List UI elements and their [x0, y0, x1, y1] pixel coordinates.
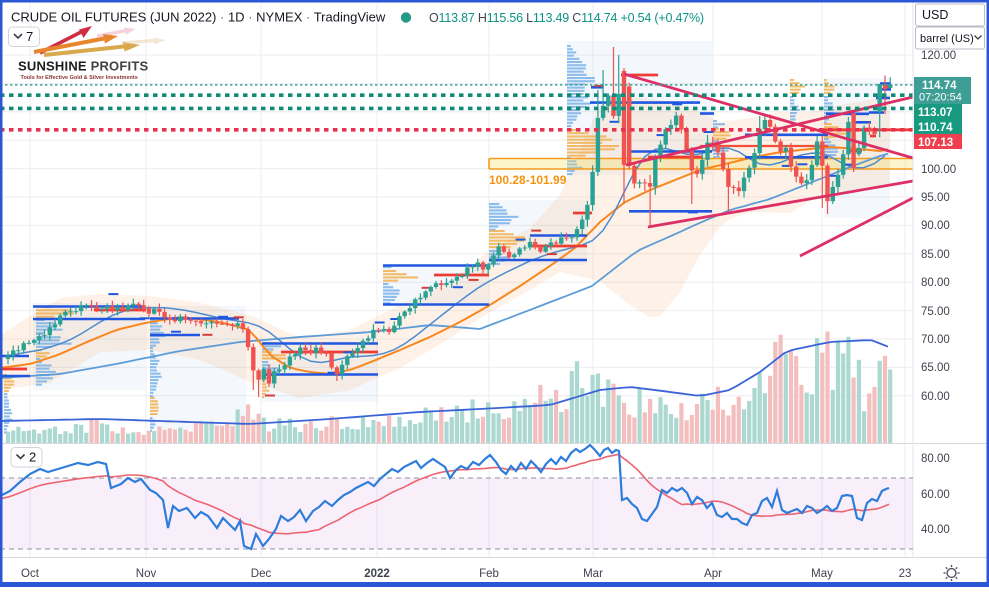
- svg-text:75.00: 75.00: [921, 306, 950, 318]
- svg-text:100.00: 100.00: [921, 164, 956, 176]
- svg-text:O113.87 H115.56 L113.49 C114.7: O113.87 H115.56 L113.49 C114.74 +0.54 (+…: [429, 11, 704, 25]
- svg-text:85.00: 85.00: [921, 249, 950, 261]
- svg-text:7: 7: [26, 29, 33, 44]
- svg-text:May: May: [811, 568, 833, 580]
- svg-text:80.00: 80.00: [921, 453, 950, 465]
- svg-text:CRUDE OIL FUTURES (JUN 2022) ·: CRUDE OIL FUTURES (JUN 2022) · 1D · NYME…: [11, 10, 386, 25]
- svg-text:Feb: Feb: [479, 568, 499, 580]
- svg-text:70.00: 70.00: [921, 334, 950, 346]
- svg-text:07:20:54: 07:20:54: [919, 92, 962, 104]
- svg-text:95.00: 95.00: [921, 192, 950, 204]
- svg-text:23: 23: [899, 568, 912, 580]
- svg-text:65.00: 65.00: [921, 362, 950, 374]
- svg-text:Mar: Mar: [583, 568, 603, 580]
- svg-text:90.00: 90.00: [921, 220, 950, 232]
- svg-text:USD: USD: [922, 8, 948, 22]
- svg-text:80.00: 80.00: [921, 277, 950, 289]
- svg-text:Tools for Effective Gold & Sil: Tools for Effective Gold & Silver Invest…: [21, 75, 138, 81]
- svg-text:113.07: 113.07: [918, 107, 953, 119]
- svg-text:60.00: 60.00: [921, 489, 950, 501]
- svg-text:barrel (US): barrel (US): [920, 33, 974, 45]
- svg-text:100.28-101.99: 100.28-101.99: [489, 173, 567, 187]
- svg-text:110.74: 110.74: [918, 122, 953, 134]
- svg-text:SUNSHINE PROFITS: SUNSHINE PROFITS: [18, 59, 148, 74]
- svg-text:Apr: Apr: [704, 568, 722, 580]
- svg-text:107.13: 107.13: [918, 137, 953, 149]
- svg-text:Oct: Oct: [21, 568, 40, 580]
- svg-text:2022: 2022: [364, 568, 390, 580]
- svg-text:Nov: Nov: [136, 568, 157, 580]
- svg-text:114.74: 114.74: [922, 80, 957, 92]
- svg-text:120.00: 120.00: [921, 50, 956, 62]
- svg-text:40.00: 40.00: [921, 524, 950, 536]
- svg-text:Dec: Dec: [251, 568, 272, 580]
- svg-text:60.00: 60.00: [921, 391, 950, 403]
- svg-text:2: 2: [29, 450, 36, 465]
